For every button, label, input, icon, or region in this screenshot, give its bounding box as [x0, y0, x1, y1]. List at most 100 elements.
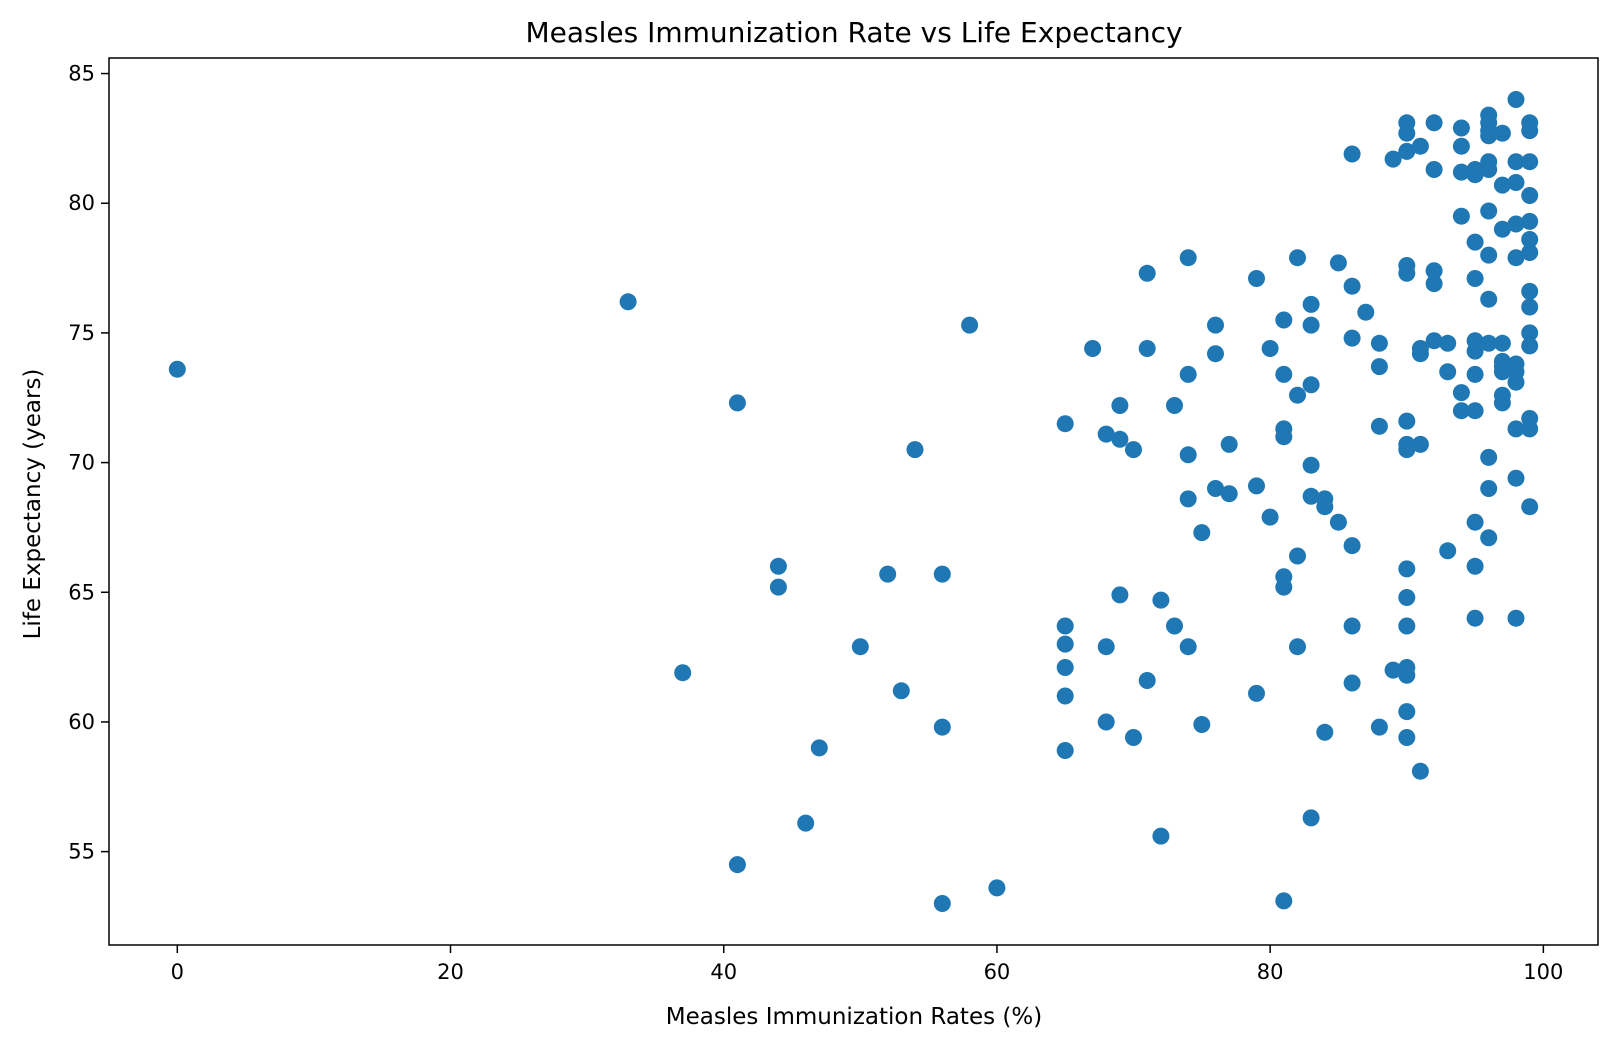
data-point-13 [933, 565, 951, 583]
data-point-131 [1466, 342, 1484, 360]
data-point-26 [1097, 638, 1115, 656]
x-tick-label: 0 [171, 960, 184, 984]
data-point-46 [1193, 716, 1211, 733]
data-point-173 [1521, 187, 1539, 204]
data-point-14 [933, 718, 951, 736]
data-point-175 [1521, 231, 1539, 248]
data-point-78 [1329, 513, 1347, 531]
data-point-83 [1343, 617, 1361, 635]
data-point-54 [1248, 684, 1265, 702]
data-point-88 [1370, 417, 1388, 435]
data-point-119 [1439, 542, 1457, 560]
data-point-168 [1507, 469, 1525, 487]
data-point-150 [1493, 124, 1511, 142]
data-point-37 [1152, 827, 1170, 845]
data-point-122 [1452, 163, 1470, 181]
data-point-118 [1439, 363, 1457, 381]
y-tick-label: 55 [68, 840, 95, 864]
data-point-24 [1084, 340, 1102, 357]
data-point-124 [1452, 384, 1470, 402]
data-point-87 [1370, 358, 1388, 376]
data-point-4 [728, 856, 746, 874]
data-point-96 [1398, 264, 1416, 282]
data-point-29 [1111, 430, 1129, 448]
data-point-82 [1343, 537, 1361, 555]
data-point-117 [1439, 334, 1457, 352]
data-point-100 [1398, 560, 1416, 578]
data-point-180 [1521, 337, 1539, 355]
data-point-39 [1166, 617, 1183, 635]
data-point-102 [1398, 617, 1416, 635]
data-point-71 [1302, 456, 1320, 474]
data-point-146 [1480, 334, 1498, 352]
data-point-128 [1466, 233, 1484, 251]
data-point-116 [1425, 332, 1443, 350]
data-point-91 [1384, 661, 1402, 679]
data-point-113 [1425, 161, 1443, 178]
data-point-45 [1193, 524, 1211, 542]
y-axis-label: Life Expectancy (years) [20, 369, 46, 640]
data-point-65 [1289, 386, 1306, 404]
data-point-133 [1466, 402, 1484, 420]
data-point-22 [1056, 687, 1074, 705]
y-tick-label: 75 [68, 321, 95, 345]
data-point-20 [1056, 635, 1074, 653]
data-point-159 [1507, 91, 1525, 108]
data-point-99 [1398, 441, 1416, 459]
data-point-151 [1493, 176, 1511, 194]
y-tick-label: 60 [68, 710, 95, 734]
data-point-70 [1302, 376, 1320, 394]
data-point-147 [1480, 448, 1498, 466]
data-point-34 [1138, 340, 1156, 357]
data-point-132 [1466, 365, 1484, 383]
data-point-47 [1207, 316, 1224, 334]
data-point-12 [906, 441, 924, 459]
y-tick-label: 85 [68, 62, 95, 86]
data-point-176 [1521, 244, 1539, 261]
data-point-60 [1275, 428, 1293, 446]
data-point-44 [1179, 638, 1197, 656]
data-point-160 [1507, 153, 1525, 171]
data-point-35 [1138, 672, 1156, 689]
data-point-68 [1302, 295, 1320, 313]
data-point-55 [1261, 340, 1279, 357]
data-point-41 [1179, 365, 1197, 383]
data-point-140 [1480, 127, 1498, 145]
data-point-172 [1521, 153, 1539, 171]
data-point-174 [1521, 212, 1539, 230]
data-point-57 [1275, 311, 1293, 329]
data-point-18 [1056, 415, 1074, 433]
x-axis-ticks: 0 20 40 60 80 100 [171, 945, 1563, 984]
y-tick-label: 80 [68, 191, 95, 215]
data-point-177 [1521, 282, 1539, 300]
x-tick-label: 100 [1523, 960, 1563, 984]
data-point-64 [1289, 249, 1306, 267]
data-point-85 [1357, 303, 1375, 321]
x-tick-label: 80 [1257, 960, 1284, 984]
data-point-142 [1480, 161, 1498, 178]
data-point-5 [769, 557, 787, 575]
data-point-115 [1425, 275, 1443, 293]
data-point-21 [1056, 659, 1074, 676]
data-point-40 [1179, 249, 1197, 267]
data-point-76 [1316, 723, 1334, 741]
data-point-110 [1411, 435, 1429, 453]
data-point-11 [892, 682, 910, 700]
data-point-80 [1343, 277, 1361, 295]
data-point-121 [1452, 137, 1470, 155]
data-point-15 [933, 895, 951, 912]
y-tick-label: 70 [68, 451, 95, 475]
y-axis-ticks: 55 60 65 70 75 80 85 [68, 62, 109, 864]
data-point-90 [1384, 150, 1402, 168]
data-point-114 [1425, 262, 1443, 280]
plot-area [108, 57, 1599, 946]
data-point-183 [1521, 498, 1539, 516]
data-point-94 [1398, 142, 1416, 160]
data-point-27 [1097, 713, 1115, 731]
data-point-134 [1466, 513, 1484, 531]
data-point-145 [1480, 290, 1498, 308]
data-point-2 [674, 664, 692, 682]
data-point-106 [1398, 729, 1416, 746]
data-point-125 [1452, 402, 1470, 420]
